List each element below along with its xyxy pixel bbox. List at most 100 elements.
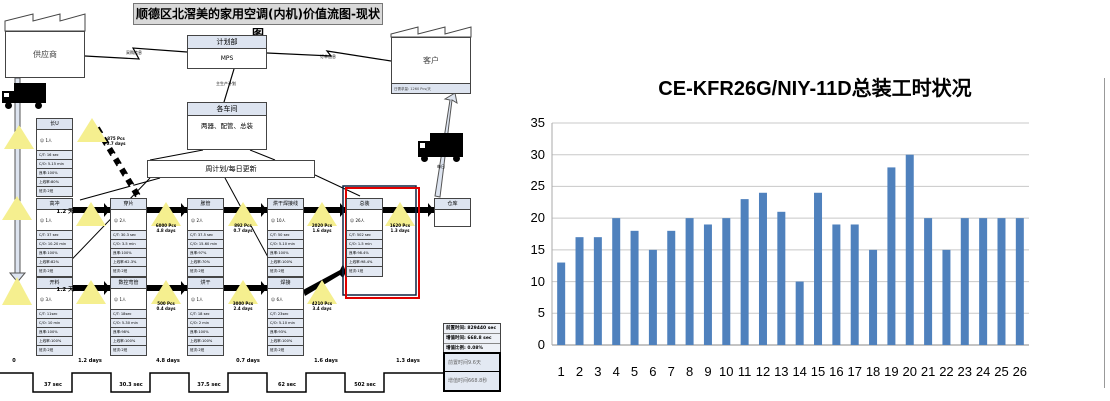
bar [832,224,841,345]
inventory-label: 1620 Pcs 1.3 days [383,223,417,233]
value-added-time: 增值时间: 668.8 sec [444,334,500,344]
inventory-label: 4210 Pcs 3.4 days [305,301,339,311]
operator-count: ☺ 2人 [188,210,223,231]
cycle-time: C/T: 16 sec [37,151,72,160]
daily-label: 每日 [437,164,445,169]
process-name: 开料 [37,278,72,289]
shift: 班次:2班 [188,267,223,276]
inventory-qty: 500 Pcs [157,301,175,306]
shift: 班次:2班 [111,267,146,276]
process-box: 总装 ☺ 26人 C/T: 502 sec C/O: 1-5 min 良率:98… [346,198,383,277]
summary-box: 前置时间: 829440 sec 增值时间: 668.8 sec 增值比例: 0… [443,323,501,355]
x-tick-label: 24 [975,364,991,379]
operator-label: 26人 [355,218,365,223]
x-tick-label: 14 [792,364,807,379]
process-box: 穿片 ☺ 2人 C/T: 30.3 sec C/O: 3-5 min 良率:10… [110,198,147,277]
timeline-days: 1.3 days [396,358,420,364]
inventory-triangle [385,202,415,226]
bar [593,237,602,345]
chart-border [1104,78,1105,388]
x-tick-label: 15 [810,364,826,379]
timeline-secs: 37.5 sec [197,382,221,388]
inventory-triangle [76,202,106,226]
operator-count: ☺ 10人 [268,210,303,231]
timeline-secs: 30.3 sec [119,382,143,388]
operator-count: ☺ 3人 [37,289,72,310]
shift: 班次:1班 [347,267,382,276]
inventory-days: 3.4 days [312,306,332,311]
bar [667,230,676,345]
shift: 班次:2班 [188,346,223,355]
operator-icon: ☺ [271,218,277,223]
inventory-label: 1.2 天 [48,287,82,293]
operator-icon: ☺ [40,218,46,223]
process-box: 烘干焊接线 ☺ 10人 C/T: 50 sec C/O: 5-10 min 良率… [267,198,304,277]
changeover-time: C/O: 5-15 min [37,160,72,169]
operator-icon: ☺ [40,297,46,302]
cycle-time: C/T: 30.3 sec [111,231,146,240]
process-name: 穿片 [111,199,146,210]
process-box: 高冲 ☺ 1人 C/T: 37 sec C/O: 10-20 min 良率:10… [36,198,73,277]
uptime: 上线率:70% [188,258,223,267]
inventory-qty: 2020 Pcs [311,223,333,228]
process-name: 胀管 [188,199,223,210]
yield: 良率:97% [188,249,223,258]
bar [685,218,694,345]
schedule-box: 周计划/每日更新 [147,160,315,178]
planning-header: 计划部 [188,36,266,49]
operator-label: 1人 [45,218,52,223]
inventory-days: 2.4 days [233,306,253,311]
operator-count: ☺ 1人 [188,289,223,310]
inventory-triangle [2,277,32,305]
bar [887,167,896,345]
workshops-box: 各车间 两器、配管、总装 [187,102,267,150]
uptime: 上线率:62.3% [111,258,146,267]
bar [814,192,823,345]
bar [740,199,749,345]
changeover-time: C/O: 5-10 min [268,319,303,328]
bar [960,218,969,345]
yield: 良率:100% [111,249,146,258]
y-tick-label: 5 [537,305,545,321]
y-tick-label: 0 [537,337,545,352]
operator-count: ☺ 1人 [37,130,72,151]
x-tick-label: 2 [575,364,584,379]
inventory-qty: 6000 Pcs [155,223,177,228]
changeover-time: C/O: 1-5 min [347,240,382,249]
inventory-triangle [76,280,106,304]
inventory-triangle [307,202,337,226]
bar [979,218,988,345]
bar [648,249,657,345]
master-plan-arrow [223,68,235,103]
bar [612,218,621,345]
inventory-qty: 1.2 天 [56,209,74,215]
yield: 良率:98.4% [347,249,382,258]
changeover-time: C/O: 3-5 min [111,240,146,249]
timeline-days: 0 [12,358,16,364]
purchase-info-label: 采购信息 [126,50,142,55]
operator-label: 1人 [196,297,203,302]
inventory-qty: 4210 Pcs [311,301,333,306]
supplier-roof [4,13,86,32]
process-name: 焊接 [268,278,303,289]
operator-label: 10人 [276,218,286,223]
inventory-days: 0.4 days [156,306,176,311]
x-tick-label: 13 [774,364,789,379]
operator-label: 6人 [276,297,283,302]
summary-totals: 前置时间9.6天 增值时间668.8秒 [443,352,501,392]
planning-body: MPS [220,55,234,62]
inventory-triangle [77,118,107,142]
operator-icon: ☺ [271,297,277,302]
inventory-label: 1.2 天 [48,209,82,215]
bar [777,211,786,345]
x-tick-label: 9 [704,364,712,379]
inventory-days: 1.6 days [312,228,332,233]
bar [575,237,584,345]
vsm-title: 顺德区北滘美的家用空调(内机)价值流图-现状图 [133,3,383,41]
yield: 良率:100% [188,328,223,337]
operator-count: ☺ 1人 [111,289,146,310]
process-box: 烘干 ☺ 1人 C/T: 18 sec C/O: 2 min 良率:100% 上… [187,277,224,356]
y-tick-label: 25 [530,178,545,194]
yield: 良率:98% [111,328,146,337]
timeline-ladder [0,372,443,393]
